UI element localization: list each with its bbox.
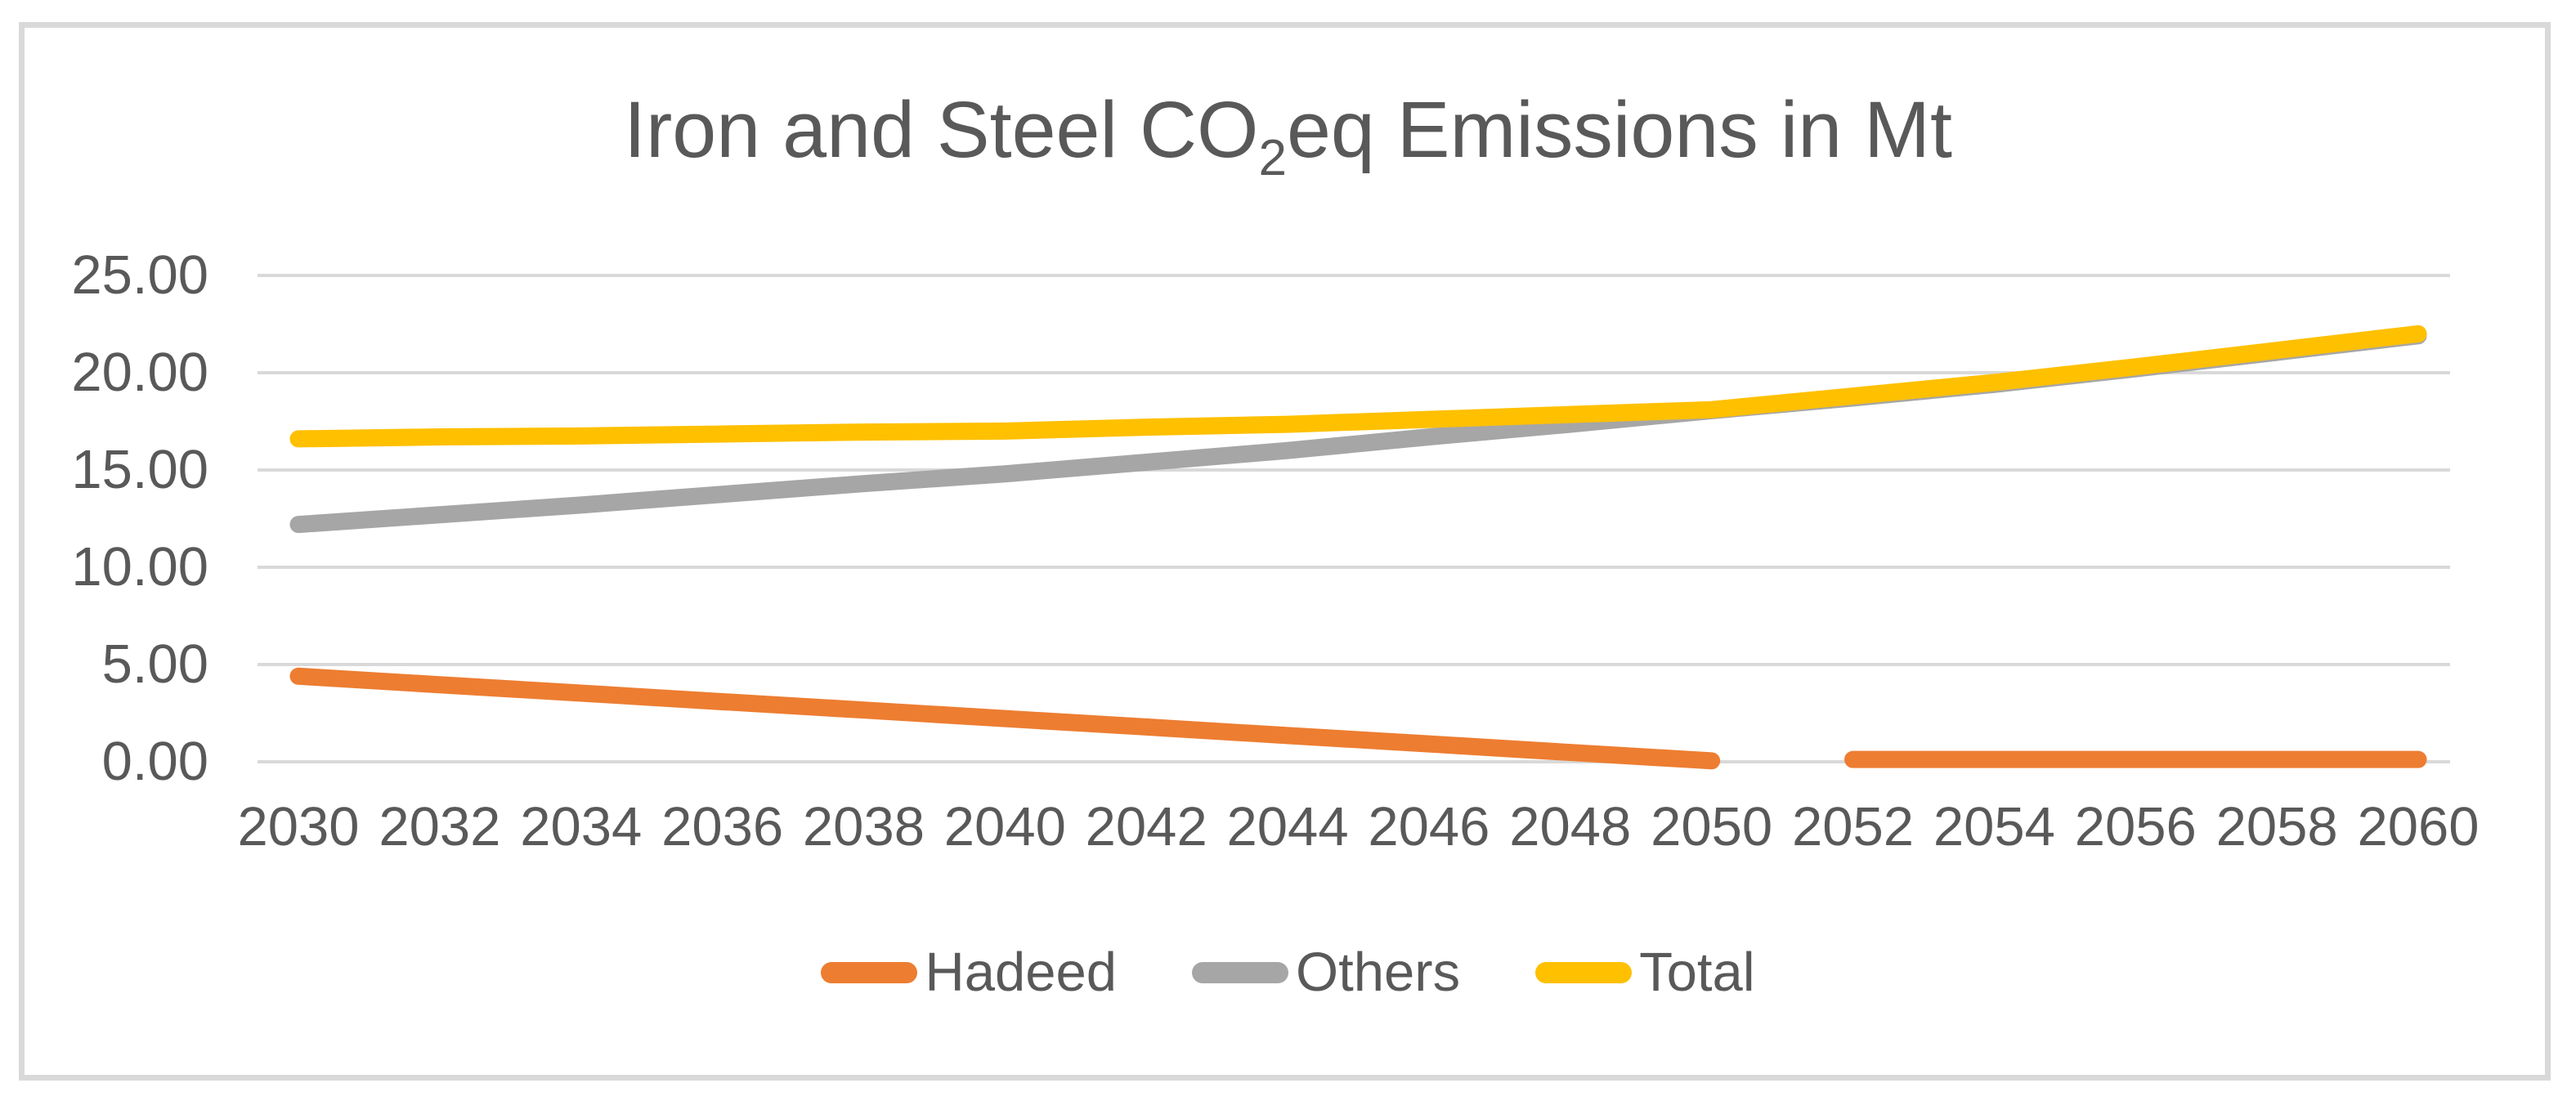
- legend-item-hadeed: Hadeed: [821, 945, 1117, 1000]
- x-axis-tick-label: 2050: [1651, 796, 1773, 857]
- chart-title-text: Iron and Steel CO: [624, 85, 1259, 174]
- series-line-hadeed-seg1: [289, 667, 1721, 770]
- legend-item-others: Others: [1192, 945, 1460, 1000]
- y-axis-tick-label: 15.00: [71, 439, 208, 500]
- chart-title-subscript: 2: [1258, 130, 1287, 186]
- legend-label-others: Others: [1296, 942, 1461, 1003]
- x-axis-tick-label: 2032: [379, 796, 501, 857]
- y-axis-tick-label: 0.00: [101, 731, 208, 792]
- x-axis-tick-label: 2042: [1085, 796, 1207, 857]
- x-axis-tick-label: 2040: [943, 796, 1066, 857]
- chart-title-suffix: eq Emissions in Mt: [1286, 85, 1952, 174]
- y-axis-tick-label: 10.00: [71, 536, 208, 598]
- x-axis-tick-label: 2038: [802, 796, 925, 857]
- x-axis-tick-label: 2030: [237, 796, 360, 857]
- legend-marker-others: [1192, 961, 1289, 983]
- legend: Hadeed Others Total: [0, 945, 2576, 1000]
- series-line-total: [289, 324, 2427, 448]
- x-axis-tick-label: 2052: [1792, 796, 1915, 857]
- legend-marker-total: [1535, 961, 1633, 983]
- x-axis-tick-label: 2058: [2215, 796, 2338, 857]
- x-axis-tick-label: 2048: [1509, 796, 1632, 857]
- x-axis-tick-label: 2054: [1933, 796, 2055, 857]
- x-axis-tick-label: 2036: [661, 796, 784, 857]
- legend-item-total: Total: [1535, 945, 1755, 1000]
- x-axis-tick-label: 2060: [2357, 796, 2480, 857]
- x-axis-tick-label: 2044: [1226, 796, 1349, 857]
- legend-marker-hadeed: [821, 961, 918, 983]
- series-lines: [289, 324, 2427, 770]
- x-axis-tick-label: 2046: [1368, 796, 1490, 857]
- x-axis-tick-label: 2034: [520, 796, 643, 857]
- y-axis-tick-label: 20.00: [71, 342, 208, 403]
- y-axis-tick-label: 5.00: [101, 633, 208, 695]
- legend-label-total: Total: [1639, 942, 1755, 1003]
- chart-title: Iron and Steel CO2eq Emissions in Mt: [0, 90, 2576, 184]
- y-axis-tick-label: 25.00: [71, 244, 208, 306]
- x-axis-tick-label: 2056: [2074, 796, 2197, 857]
- legend-label-hadeed: Hadeed: [925, 942, 1118, 1003]
